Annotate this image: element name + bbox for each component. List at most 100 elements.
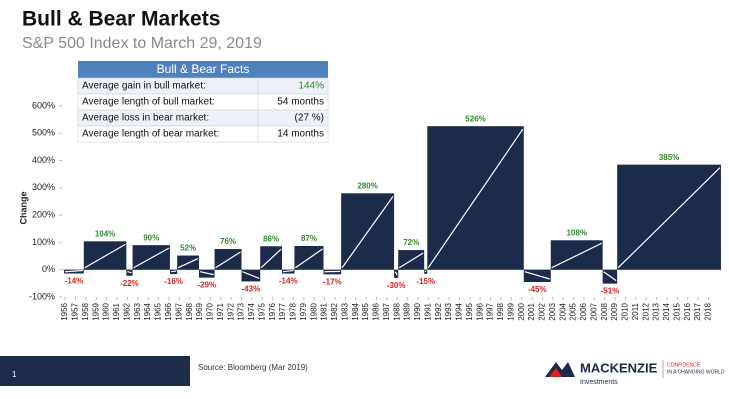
x-tick-label: 1970 xyxy=(206,302,215,320)
facts-row xyxy=(77,125,329,143)
bull-label: 76% xyxy=(220,237,236,246)
trend-line xyxy=(242,271,260,280)
bear-label: -30% xyxy=(387,281,406,290)
trend-line xyxy=(260,248,282,269)
x-tick-label: 1961 xyxy=(112,302,121,320)
x-tick-label: 1988 xyxy=(392,302,401,320)
facts-label: Average length of bear market: xyxy=(82,129,219,140)
x-tick-label: 1997 xyxy=(486,302,495,320)
y-tick-label: 300% xyxy=(32,182,55,192)
x-tick-label: 1999 xyxy=(506,302,515,320)
facts-title: Bull & Bear Facts xyxy=(157,62,250,76)
x-tick-label: 1960 xyxy=(102,302,111,320)
facts-header xyxy=(78,61,328,78)
x-tick-label: 1998 xyxy=(496,302,505,320)
bull-label: 526% xyxy=(465,114,485,123)
x-tick-label: 1979 xyxy=(299,302,308,320)
facts-table: Bull & Bear Facts Average gain in bull m… xyxy=(77,61,329,143)
tagline: CONFIDENCE xyxy=(667,362,701,368)
page-number: 1 xyxy=(12,370,17,379)
x-tick-label: 1956 xyxy=(60,302,69,320)
x-tick-label: 1957 xyxy=(71,302,80,320)
trend-line xyxy=(199,271,214,276)
x-tick-label: 1993 xyxy=(444,302,453,320)
x-tick-label: 2014 xyxy=(662,302,671,320)
bear-label: -43% xyxy=(242,285,261,294)
footer-bar xyxy=(0,356,190,386)
trend-line xyxy=(127,271,132,274)
x-tick-label: 2002 xyxy=(538,302,547,320)
logo-mark xyxy=(549,368,562,377)
trend-line xyxy=(398,252,424,269)
bear-label: -16% xyxy=(164,277,183,286)
x-tick-label: 2008 xyxy=(600,302,609,320)
x-tick-label: 1965 xyxy=(154,302,163,320)
facts-value: 54 months xyxy=(277,97,324,108)
x-tick-label: 1966 xyxy=(164,302,173,320)
x-tick-label: 1981 xyxy=(320,302,329,320)
x-tick-label: 2012 xyxy=(641,302,650,320)
x-tick-label: 1983 xyxy=(340,302,349,320)
x-tick-label: 1967 xyxy=(174,302,183,320)
logo: MACKENZIE Investments CONFIDENCE IN A CH… xyxy=(545,360,725,386)
bull-label: 104% xyxy=(95,229,115,238)
trend-line xyxy=(424,270,427,273)
trend-line xyxy=(65,269,83,273)
brand-sub: Investments xyxy=(580,379,618,386)
trend-line xyxy=(394,271,398,276)
bull-label: 86% xyxy=(263,234,279,243)
y-tick-label: 500% xyxy=(32,128,55,138)
x-tick-label: 1975 xyxy=(257,302,266,320)
bear-label: -45% xyxy=(528,285,547,294)
bear-label: -14% xyxy=(65,277,84,286)
x-tick-label: 1989 xyxy=(403,302,412,320)
trend-line xyxy=(427,128,524,269)
x-tick-label: 1958 xyxy=(81,302,90,320)
x-tick-label: 2006 xyxy=(579,302,588,320)
bear-label: -14% xyxy=(279,277,298,286)
bull-label: 72% xyxy=(403,238,419,247)
facts-label: Average length of bull market: xyxy=(82,97,215,108)
x-tick-label: 2007 xyxy=(589,302,598,320)
trend-line xyxy=(551,242,602,269)
x-tick-label: 2009 xyxy=(610,302,619,320)
x-tick-label: 1996 xyxy=(475,302,484,320)
x-tick-label: 2003 xyxy=(548,302,557,320)
x-tick-label: 1995 xyxy=(465,302,474,320)
tagline: IN A CHANGING WORLD xyxy=(667,369,725,375)
trend-line xyxy=(617,167,721,269)
trend-line xyxy=(177,257,199,269)
x-tick-label: 1994 xyxy=(455,302,464,320)
x-tick-label: 1976 xyxy=(268,302,277,320)
trend-line xyxy=(341,195,394,269)
facts-label: Average gain in bull market: xyxy=(82,81,206,92)
facts-value: (27 %) xyxy=(295,113,324,124)
trend-line xyxy=(524,271,550,280)
bull-label: 90% xyxy=(143,233,159,242)
x-tick-label: 2013 xyxy=(652,302,661,320)
x-tick-label: 1969 xyxy=(195,302,204,320)
x-tick-label: 1978 xyxy=(289,302,298,320)
x-tick-label: 1991 xyxy=(423,302,432,320)
x-tick-label: 1984 xyxy=(351,302,360,320)
bear-label: -29% xyxy=(197,281,216,290)
bull-label: 280% xyxy=(357,181,377,190)
x-tick-label: 2010 xyxy=(621,302,630,320)
bull-label: 108% xyxy=(566,228,586,237)
x-tick-label: 2005 xyxy=(569,302,578,320)
bear-label: -51% xyxy=(601,287,620,296)
trend-line xyxy=(170,270,177,273)
y-tick-label: 100% xyxy=(32,237,55,247)
x-tick-label: 1964 xyxy=(143,302,152,320)
x-tick-label: 1985 xyxy=(361,302,370,320)
facts-value: 144% xyxy=(298,81,324,92)
trend-line xyxy=(282,269,294,273)
x-tick-label: 1980 xyxy=(309,302,318,320)
y-tick-label: 200% xyxy=(32,210,55,220)
x-tick-label: 1963 xyxy=(133,302,142,320)
bear-label: -17% xyxy=(323,277,342,286)
brand: MACKENZIE xyxy=(580,360,658,375)
x-tick-label: 1982 xyxy=(330,302,339,320)
x-tick-label: 1959 xyxy=(91,302,100,320)
chart-title: Bull & Bear Markets xyxy=(22,8,220,31)
